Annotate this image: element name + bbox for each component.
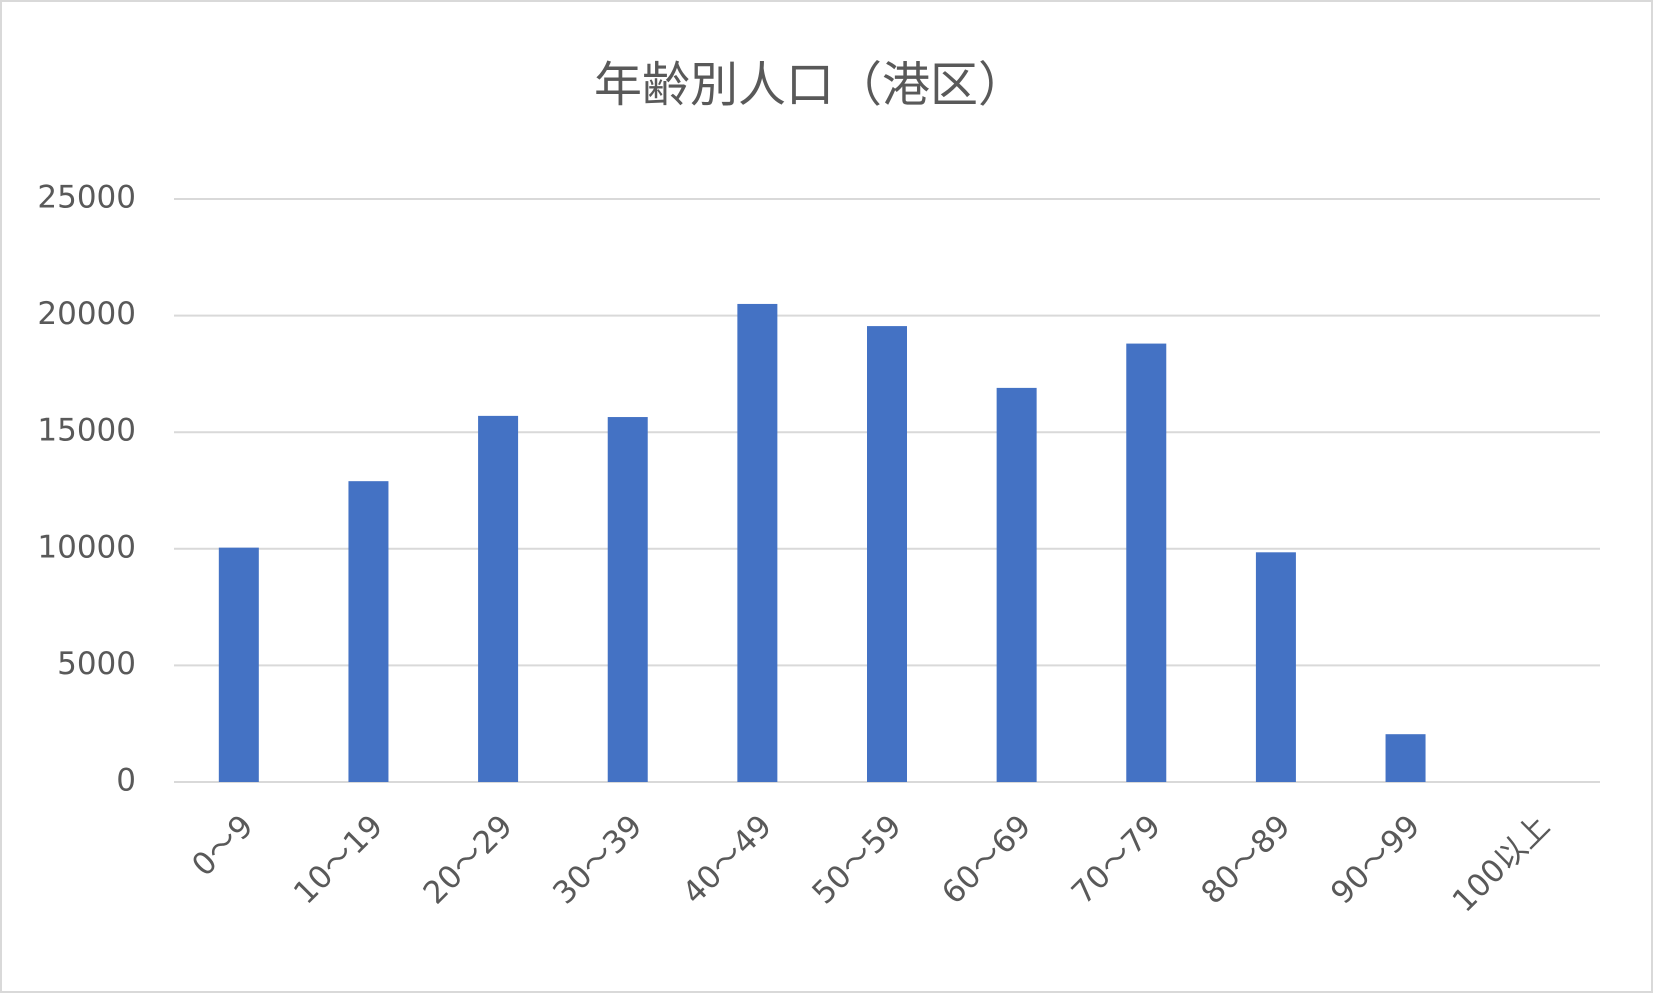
y-tick-label: 10000 xyxy=(37,529,136,565)
bar xyxy=(1255,552,1296,782)
y-tick-label: 20000 xyxy=(37,296,136,332)
bar xyxy=(1385,734,1426,782)
chart-title: 年齢別人口（港区） xyxy=(594,57,1026,113)
y-tick-label: 25000 xyxy=(37,180,136,216)
bar xyxy=(607,417,648,782)
bar xyxy=(478,415,519,782)
y-tick-label: 15000 xyxy=(37,413,136,449)
bar xyxy=(218,547,259,782)
bar xyxy=(867,326,907,782)
bar xyxy=(996,387,1037,782)
bar xyxy=(737,303,778,782)
y-tick-label: 5000 xyxy=(57,646,136,682)
bar xyxy=(1126,343,1167,782)
y-tick-label: 0 xyxy=(116,763,136,799)
bar xyxy=(348,481,389,782)
